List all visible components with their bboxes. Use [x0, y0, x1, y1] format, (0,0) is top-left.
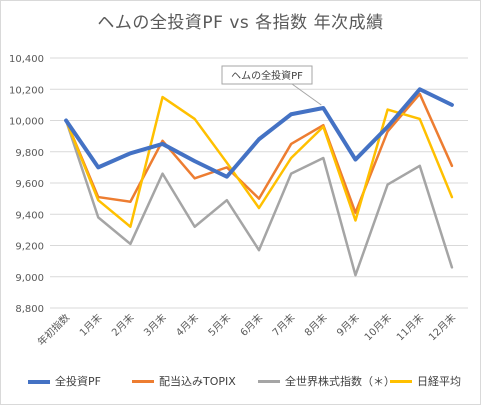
gridlines [50, 57, 468, 309]
line-chart: 8,800 9,000 9,200 9,400 9,600 9,800 10,000 10,2… [9, 54, 468, 348]
series-line-0 [64, 87, 454, 179]
legend-label-2: 全世界株式指数（＊） [285, 375, 395, 388]
x-tick-label: 9月末 [334, 311, 362, 339]
y-tick-label: 10,400 [9, 54, 44, 65]
x-tick-label: 4月末 [173, 311, 201, 339]
x-axis-ticks: 年初指数 1月末 2月末 3月末 4月末 5月末 6月末 7月末 8月末 9月末 10月末 11月末 1… [35, 311, 458, 348]
x-tick-label: 11月末 [394, 311, 426, 343]
series-line-1 [64, 92, 454, 214]
x-tick-label: 7月末 [269, 311, 297, 339]
x-tick-label: 3月末 [141, 311, 169, 339]
y-tick-label: 10,000 [9, 117, 44, 128]
y-tick-label: 9,600 [15, 179, 44, 190]
callout-label: ヘムの全投資PF [231, 69, 303, 82]
x-tick-label: 5月末 [205, 311, 233, 339]
callout-box [221, 65, 313, 85]
chart-title: ヘムの全投資PF vs 各指数 年次成績 [97, 13, 384, 33]
legend: 全投資PF 配当込みTOPIX 全世界株式指数（＊） 日経平均 [20, 370, 470, 392]
x-tick-label: 年初指数 [35, 311, 72, 348]
legend-label-3: 日経平均 [417, 375, 461, 388]
y-tick-label: 9,400 [15, 210, 44, 221]
series-line-2 [64, 119, 454, 277]
legend-label-0: 全投資PF [55, 375, 101, 388]
legend-swatch-2 [258, 380, 280, 383]
callout: ヘムの全投資PF [221, 65, 322, 106]
y-tick-label: 10,200 [9, 85, 44, 96]
x-tick-label: 1月末 [77, 311, 105, 339]
y-tick-label: 9,800 [15, 148, 44, 159]
y-axis-ticks: 8,800 9,000 9,200 9,400 9,600 9,800 10,000 10,2… [9, 54, 44, 315]
legend-swatch-1 [132, 380, 154, 383]
x-tick-label: 12月末 [426, 311, 458, 343]
callout-leader [291, 83, 322, 106]
x-tick-label: 8月末 [302, 311, 330, 339]
y-tick-label: 9,200 [15, 242, 44, 253]
legend-swatch-0 [28, 380, 50, 384]
legend-swatch-3 [390, 380, 412, 383]
series-line-3 [64, 95, 454, 228]
x-tick-label: 10月末 [361, 311, 393, 343]
legend-label-1: 配当込みTOPIX [159, 375, 236, 388]
x-tick-label: 6月末 [237, 311, 265, 339]
y-tick-label: 9,000 [15, 273, 44, 284]
x-tick-label: 2月末 [109, 311, 137, 339]
series-lines [64, 87, 454, 277]
y-tick-label: 8,800 [15, 304, 44, 315]
